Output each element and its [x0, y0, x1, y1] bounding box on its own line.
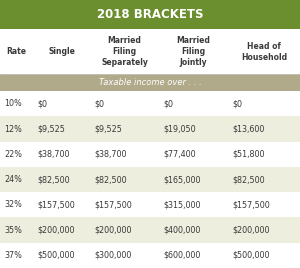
Text: $51,800: $51,800 — [232, 150, 265, 159]
Text: $9,525: $9,525 — [38, 125, 65, 133]
Text: $200,000: $200,000 — [232, 226, 270, 234]
Text: 2018 BRACKETS: 2018 BRACKETS — [97, 8, 203, 21]
Text: $9,525: $9,525 — [94, 125, 122, 133]
FancyBboxPatch shape — [0, 167, 300, 192]
Text: $500,000: $500,000 — [38, 251, 75, 260]
Text: $38,700: $38,700 — [94, 150, 127, 159]
Text: 22%: 22% — [4, 150, 22, 159]
Text: Married
Filing
Separately: Married Filing Separately — [101, 36, 148, 67]
Text: $600,000: $600,000 — [164, 251, 201, 260]
Text: $13,600: $13,600 — [232, 125, 265, 133]
Text: $0: $0 — [164, 99, 173, 108]
Text: $0: $0 — [232, 99, 242, 108]
Text: $400,000: $400,000 — [164, 226, 201, 234]
Text: Head of
Household: Head of Household — [241, 42, 287, 62]
FancyBboxPatch shape — [0, 217, 300, 243]
Text: $38,700: $38,700 — [38, 150, 70, 159]
Text: $200,000: $200,000 — [38, 226, 75, 234]
Text: $300,000: $300,000 — [94, 251, 132, 260]
Text: 12%: 12% — [4, 125, 22, 133]
Text: $0: $0 — [38, 99, 47, 108]
Text: $82,500: $82,500 — [232, 175, 265, 184]
Text: $157,500: $157,500 — [38, 200, 75, 209]
FancyBboxPatch shape — [0, 243, 300, 268]
Text: $82,500: $82,500 — [38, 175, 70, 184]
Text: 24%: 24% — [4, 175, 22, 184]
FancyBboxPatch shape — [0, 142, 300, 167]
Text: 10%: 10% — [4, 99, 22, 108]
FancyBboxPatch shape — [0, 74, 300, 91]
FancyBboxPatch shape — [0, 91, 300, 116]
Text: 35%: 35% — [4, 226, 22, 234]
Text: $315,000: $315,000 — [164, 200, 201, 209]
Text: $19,050: $19,050 — [164, 125, 196, 133]
Text: $500,000: $500,000 — [232, 251, 270, 260]
Text: $200,000: $200,000 — [94, 226, 132, 234]
FancyBboxPatch shape — [0, 192, 300, 217]
Text: Married
Filing
Jointly: Married Filing Jointly — [177, 36, 210, 67]
Text: $157,500: $157,500 — [232, 200, 270, 209]
Text: $82,500: $82,500 — [94, 175, 127, 184]
Text: Taxable income over . . .: Taxable income over . . . — [99, 78, 201, 87]
FancyBboxPatch shape — [0, 29, 300, 74]
Text: 37%: 37% — [4, 251, 22, 260]
Text: 32%: 32% — [4, 200, 22, 209]
Text: Single: Single — [48, 47, 75, 56]
FancyBboxPatch shape — [0, 116, 300, 142]
Text: $0: $0 — [94, 99, 104, 108]
Text: $165,000: $165,000 — [164, 175, 201, 184]
FancyBboxPatch shape — [0, 0, 300, 29]
Text: Rate: Rate — [7, 47, 26, 56]
Text: $77,400: $77,400 — [164, 150, 196, 159]
Text: $157,500: $157,500 — [94, 200, 132, 209]
